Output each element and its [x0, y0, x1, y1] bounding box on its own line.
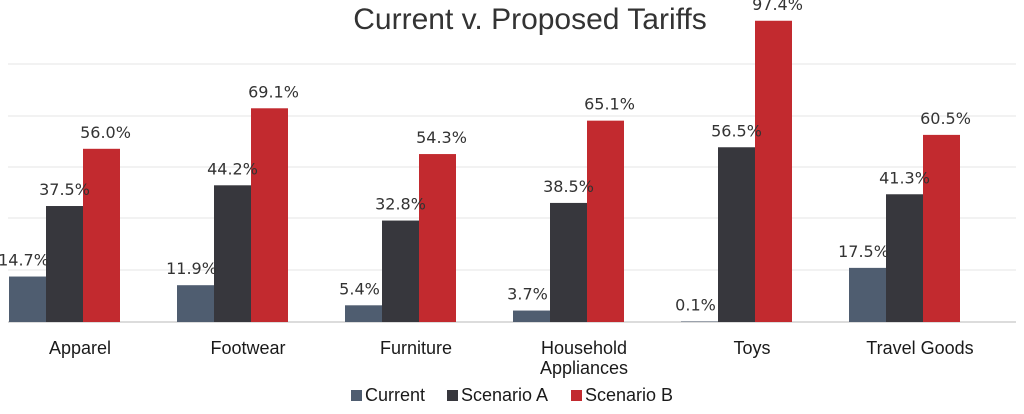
chart-title: Current v. Proposed Tariffs [353, 3, 707, 36]
data-label: 3.7% [507, 285, 548, 304]
legend-swatch [447, 390, 458, 401]
bar-current [681, 321, 718, 322]
data-label: 14.7% [0, 251, 49, 270]
bar-scenario-b [83, 148, 120, 322]
data-label: 44.2% [207, 159, 258, 178]
data-label: 0.1% [675, 296, 716, 315]
category-label: Toys [733, 338, 770, 358]
bar-current [345, 305, 382, 322]
bars [9, 20, 960, 322]
data-label: 17.5% [838, 242, 889, 261]
bar-current [513, 310, 550, 322]
bar-current [177, 285, 214, 322]
data-label: 69.1% [248, 82, 299, 101]
data-label: 11.9% [166, 259, 217, 278]
category-label: Travel Goods [866, 338, 973, 358]
data-label: 37.5% [39, 180, 90, 199]
bar-scenario-a [46, 206, 83, 322]
data-label: 56.0% [80, 123, 131, 142]
legend-swatch [571, 390, 582, 401]
data-label: 60.5% [920, 109, 971, 128]
legend-swatch [351, 390, 362, 401]
bar-scenario-b [587, 120, 624, 322]
category-label: Furniture [380, 338, 452, 358]
legend: Current Scenario A Scenario B [351, 385, 673, 405]
bar-scenario-a [718, 147, 755, 322]
gridlines [8, 63, 1016, 323]
data-label: 56.5% [711, 121, 762, 140]
bar-scenario-a [550, 202, 587, 322]
bar-current [849, 267, 886, 322]
bar-current [9, 276, 46, 322]
bar-scenario-b [923, 134, 960, 322]
legend-label: Current [365, 385, 425, 405]
data-labels: 14.7% 37.5% 56.0% 11.9% 44.2% 69.1% 5.4% 32.8% 5… [0, 0, 971, 315]
legend-label: Scenario A [461, 385, 548, 405]
category-label: Household Appliances [540, 338, 628, 378]
category-label: Footwear [210, 338, 285, 358]
legend-label: Scenario B [585, 385, 673, 405]
data-label: 54.3% [416, 128, 467, 147]
data-label: 38.5% [543, 177, 594, 196]
bar-scenario-b [251, 108, 288, 322]
legend-item-current: Current [351, 385, 425, 405]
bar-scenario-b [755, 20, 792, 322]
data-label: 65.1% [584, 95, 635, 114]
legend-item-scenario-a: Scenario A [447, 385, 548, 405]
bar-scenario-a [214, 185, 251, 322]
category-label: Apparel [49, 338, 111, 358]
bar-scenario-b [419, 154, 456, 322]
bar-scenario-a [886, 194, 923, 322]
data-label: 5.4% [339, 279, 380, 298]
bar-scenario-a [382, 220, 419, 322]
category-axis: Apparel Footwear Furniture Household Applian… [49, 338, 974, 378]
legend-item-scenario-b: Scenario B [571, 385, 673, 405]
data-label: 32.8% [375, 195, 426, 214]
data-label: 41.3% [879, 168, 930, 187]
data-label: 97.4% [752, 0, 803, 14]
